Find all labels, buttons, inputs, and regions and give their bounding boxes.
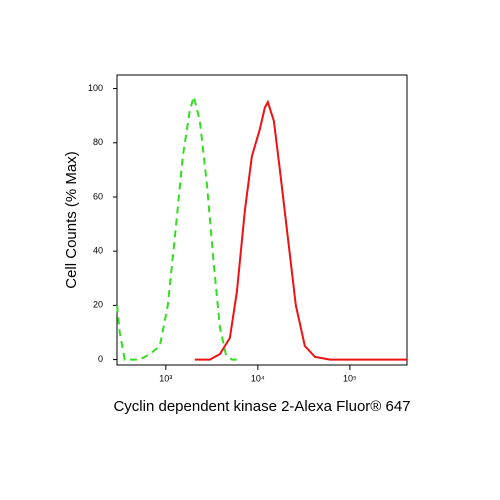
y-axis-label: Cell Counts (% Max) (63, 151, 80, 289)
plot-frame (116, 74, 408, 366)
histogram-line (116, 92, 238, 361)
y-tick-label: 40 (93, 246, 103, 256)
x-tick-label: 10³ (159, 373, 172, 383)
y-tick-label: 100 (88, 83, 103, 93)
x-tick-label: 10⁵ (343, 373, 357, 383)
y-tick-label: 80 (93, 137, 103, 147)
x-tick-label: 10⁴ (251, 373, 265, 383)
y-tick-label: 20 (93, 300, 103, 310)
y-tick-label: 0 (98, 354, 103, 364)
histogram-line (194, 99, 407, 361)
y-tick-label: 60 (93, 191, 103, 201)
x-axis-label: Cyclin dependent kinase 2-Alexa Fluor® 6… (113, 398, 410, 415)
